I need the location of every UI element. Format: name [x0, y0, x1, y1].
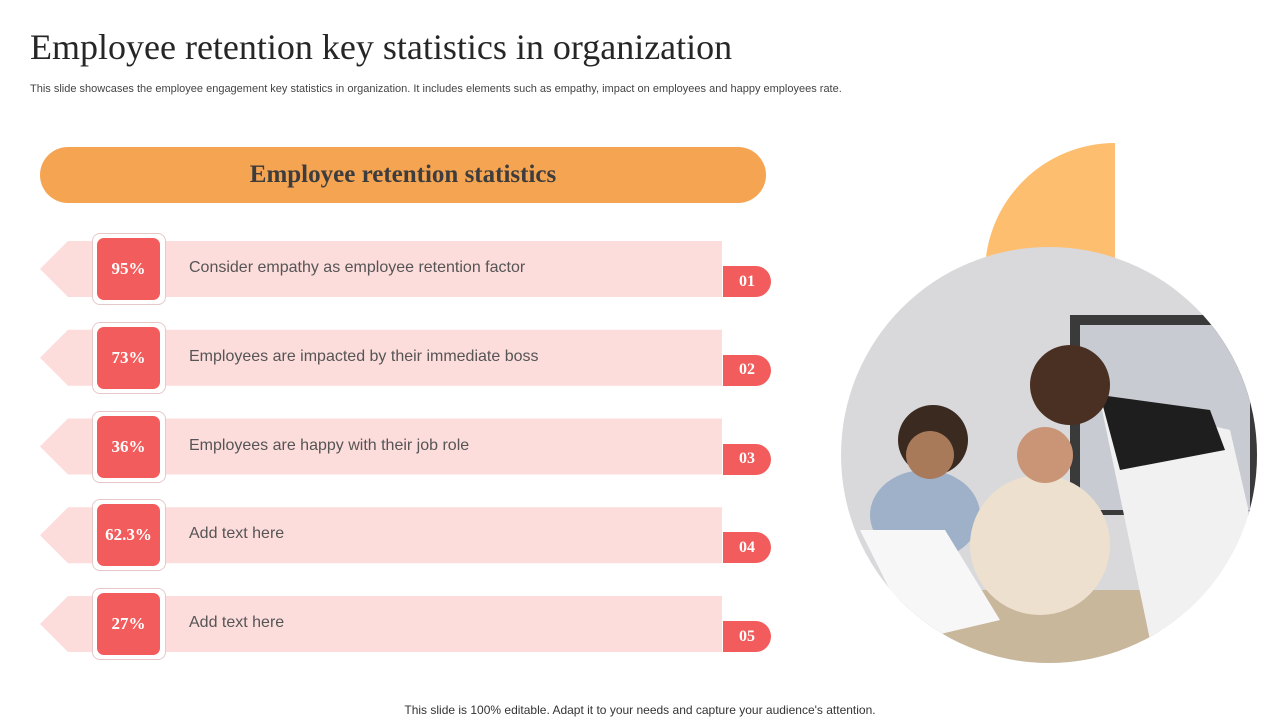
stat: 27%: [97, 593, 160, 655]
quarter-circle: [985, 143, 1115, 273]
stat: 62.3%: [97, 504, 160, 567]
stat: 95%: [97, 238, 160, 300]
row-number: 01: [723, 266, 771, 297]
stat-frame: 62.3%: [92, 499, 166, 572]
row-text: Add text here: [189, 525, 285, 543]
row-number: 03: [723, 443, 771, 475]
row-number: 02: [723, 354, 771, 386]
subtitle: This slide showcases the employee engage…: [30, 83, 842, 95]
row-number: 05: [723, 621, 771, 652]
row-band: [40, 241, 722, 297]
row-band: [40, 596, 722, 652]
footer: This slide is 100% editable. Adapt it to…: [404, 703, 876, 717]
row-text: Consider empathy as employee retention f…: [189, 259, 526, 276]
row-band: [40, 329, 722, 386]
title: Employee retention key statistics in org…: [30, 27, 733, 67]
row-band: [40, 418, 722, 475]
banner-title: Employee retention statistics: [249, 161, 557, 188]
stat-frame: 95%: [92, 233, 166, 305]
stat-frame: 73%: [92, 321, 166, 394]
row-text: Employees are happy with their job role: [189, 436, 470, 454]
stat: 36%: [97, 415, 160, 478]
stat-frame: 36%: [92, 410, 166, 483]
stat-frame: 27%: [92, 588, 166, 660]
row-number: 04: [723, 532, 771, 564]
row-text: Employees are impacted by their immediat…: [189, 347, 539, 365]
row-text: Add text here: [189, 614, 285, 631]
photo: [841, 247, 1257, 663]
stat: 73%: [97, 326, 160, 389]
banner: Employee retention statistics: [40, 147, 766, 203]
row-band: [40, 507, 722, 564]
